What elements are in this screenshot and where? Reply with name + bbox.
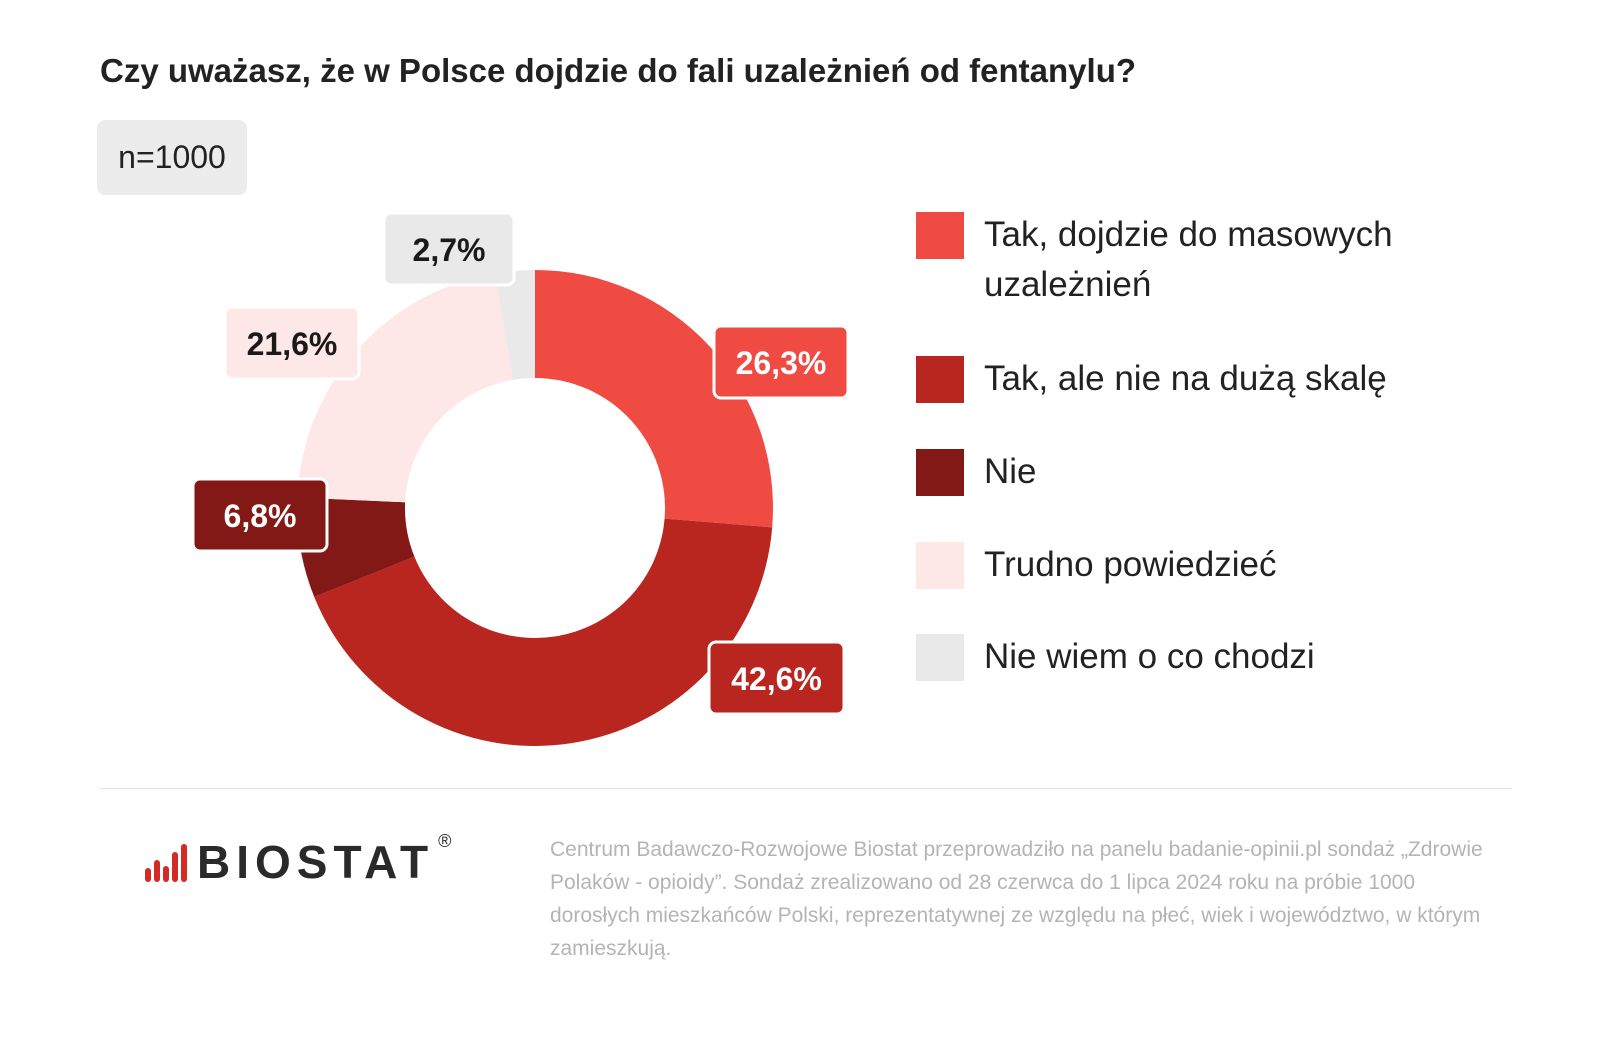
data-label-box — [191, 477, 329, 553]
data-label-nie: 6,8% — [191, 477, 329, 553]
donut-slice-nie-na-duza-skale — [314, 518, 773, 747]
chart-title: Czy uważasz, że w Polsce dojdzie do fali… — [100, 52, 1137, 89]
legend-swatch — [916, 212, 964, 259]
footer-divider — [100, 788, 1512, 789]
data-label-nie-na-duza-skale: 42,6% — [707, 640, 846, 716]
legend-item-trudno-powiedziec: Trudno powiedzieć — [916, 542, 1464, 590]
data-label-box — [382, 211, 516, 287]
registered-mark: ® — [438, 831, 452, 851]
donut-slice-trudno-powiedziec — [297, 273, 514, 503]
data-label-masowe: 26,3% — [712, 324, 850, 400]
legend-item-nie-na-duza-skale: Tak, ale nie na dużą skalę — [916, 356, 1464, 404]
sample-size-label: n=1000 — [118, 139, 226, 175]
data-label-box — [712, 324, 850, 400]
data-label-text: 6,8% — [224, 498, 297, 534]
data-label-box — [223, 305, 361, 381]
data-label-text: 26,3% — [736, 345, 827, 381]
legend-label: Tak, dojdzie do masowych uzależnień — [984, 215, 1393, 304]
legend-swatch — [916, 356, 964, 403]
data-label-box — [707, 640, 846, 716]
legend-swatch — [916, 542, 964, 589]
data-label-trudno-powiedziec: 21,6% — [223, 305, 361, 381]
legend-item-masowe: Tak, dojdzie do masowych uzależnień — [916, 212, 1464, 310]
legend-swatch — [916, 634, 964, 681]
legend-label: Nie — [984, 452, 1037, 491]
bars-icon — [145, 844, 187, 882]
data-label-text: 2,7% — [413, 232, 486, 268]
legend-label: Nie wiem o co chodzi — [984, 637, 1315, 676]
data-label-text: 42,6% — [731, 661, 822, 697]
legend-label: Trudno powiedzieć — [984, 545, 1277, 584]
legend-swatch — [916, 449, 964, 496]
legend-label: Tak, ale nie na dużą skalę — [984, 359, 1387, 398]
brand-name: BIOSTAT — [197, 836, 435, 888]
donut-slice-masowe — [535, 270, 773, 528]
sample-size-badge: n=1000 — [97, 120, 247, 195]
data-label-text: 21,6% — [247, 326, 338, 362]
methodology-note: Centrum Badawczo-Rozwojowe Biostat przep… — [550, 838, 1483, 960]
biostat-logo: BIOSTAT ® — [145, 831, 451, 888]
legend-item-nie: Nie — [916, 449, 1464, 497]
legend-item-nie-wiem: Nie wiem o co chodzi — [916, 634, 1464, 682]
donut-slice-nie-wiem — [494, 270, 535, 380]
data-label-nie-wiem: 2,7% — [382, 211, 516, 287]
donut-chart: 26,3% 42,6% 6,8% 21,6% 2,7% — [191, 211, 850, 747]
